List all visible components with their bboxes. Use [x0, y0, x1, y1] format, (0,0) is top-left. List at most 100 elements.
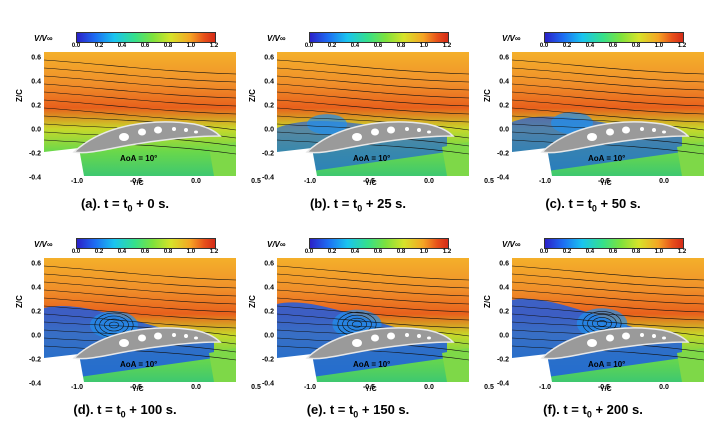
y-tick: 0.6	[31, 260, 41, 268]
airfoil	[540, 121, 690, 154]
y-tick: 0.4	[264, 284, 274, 292]
colorbar-tick: 0.8	[163, 43, 173, 49]
x-tick: -1.0	[70, 178, 84, 185]
caption-suffix: + 0 s.	[132, 196, 170, 211]
airfoil-cutout	[119, 133, 129, 141]
streamline	[277, 67, 469, 83]
streamline	[512, 75, 704, 91]
colorbar-tick: 1.0	[419, 249, 429, 255]
airfoil-cutout	[662, 130, 666, 134]
airfoil	[305, 121, 455, 154]
y-tick: -0.4	[496, 380, 509, 388]
x-tick: 0.0	[191, 384, 201, 391]
airfoil-cutout	[119, 339, 129, 347]
blank-region	[277, 354, 317, 382]
airfoil	[305, 327, 455, 360]
x-axis-label: Y/C	[365, 180, 377, 187]
y-tick: -0.2	[496, 356, 509, 364]
blank-region	[44, 148, 84, 176]
airfoil-cutout	[184, 334, 188, 338]
colorbar-tick: 0.2	[94, 43, 104, 49]
panel-caption: (c). t = t0 + 50 s.	[480, 196, 706, 214]
streamline	[512, 305, 704, 321]
streamline	[512, 83, 704, 99]
streamline	[512, 99, 704, 115]
airfoil-cutout	[427, 130, 431, 134]
blank-region	[512, 148, 552, 176]
streamline	[277, 75, 469, 91]
x-axis-label: Y/C	[365, 386, 377, 393]
streamline	[512, 59, 704, 75]
airfoil-cutout	[587, 133, 597, 141]
airfoil-cutout	[154, 126, 162, 134]
vortex-streamline	[108, 321, 120, 329]
y-tick: 0.2	[499, 102, 509, 110]
airfoil-cutout	[172, 127, 176, 131]
flow-panel-4: V/V∞ 0.0 0.2 0.4 0.6 0.8 1.0 1.2 Z/C 0.6 0.4 0.2…	[12, 236, 261, 424]
y-axis-label: Z/C	[248, 89, 257, 102]
colorbar-tick: 1.2	[442, 249, 452, 255]
colorbar-tick: 0.0	[71, 43, 81, 49]
y-tick: 0.6	[499, 260, 509, 268]
x-tick: -0.5	[129, 384, 143, 391]
airfoil-cutout	[352, 133, 362, 141]
vortex-streamline	[592, 317, 612, 330]
colorbar-tick: 0.6	[608, 43, 618, 49]
colorbar-tick: 0.0	[304, 249, 314, 255]
y-tick: -0.2	[28, 356, 41, 364]
streamline	[277, 273, 469, 289]
colorbar-tick: 0.8	[396, 249, 406, 255]
x-tick: -0.5	[129, 178, 143, 185]
caption-suffix: + 200 s.	[591, 402, 643, 417]
streamline	[277, 91, 469, 107]
airfoil-cutout	[640, 333, 644, 337]
aoa-annotation: AoA = 10°	[120, 360, 158, 369]
colorbar-tick: 0.4	[117, 43, 127, 49]
colorbar-tick: 0.6	[140, 249, 150, 255]
colorbar-tick: 1.0	[654, 43, 664, 49]
airfoil-cutout	[427, 336, 431, 340]
y-axis-label: Z/C	[483, 295, 492, 308]
airfoil-cutout	[587, 339, 597, 347]
lower-right-field	[677, 348, 704, 382]
y-tick: 0.2	[264, 102, 274, 110]
y-axis-label: Z/C	[248, 295, 257, 308]
airfoil-cutout	[154, 332, 162, 340]
airfoil-cutout	[405, 333, 409, 337]
x-tick: -0.5	[362, 384, 376, 391]
streamline	[277, 107, 469, 123]
streamline	[44, 107, 236, 123]
lower-right-field	[209, 348, 236, 382]
y-tick: 0.2	[264, 308, 274, 316]
y-tick: 0.2	[499, 308, 509, 316]
aoa-annotation: AoA = 10°	[588, 360, 626, 369]
flow-panel-3: V/V∞ 0.0 0.2 0.4 0.6 0.8 1.0 1.2 Z/C 0.6 0.4 0.2…	[480, 30, 706, 218]
y-tick: 0.4	[31, 284, 41, 292]
airfoil-cutout	[371, 334, 379, 342]
streamline	[512, 273, 704, 289]
colorbar-tick: 0.6	[608, 249, 618, 255]
colorbar-title: V/V∞	[34, 34, 53, 43]
streamline	[44, 305, 236, 321]
streamline	[512, 107, 704, 123]
x-tick: 0.0	[191, 178, 201, 185]
airfoil	[72, 121, 222, 154]
colorbar-tick: 0.2	[327, 43, 337, 49]
streamline	[44, 289, 236, 305]
caption-prefix: (f). t = t	[543, 402, 587, 417]
streamline	[277, 305, 469, 321]
x-tick: 0.0	[659, 178, 669, 185]
colorbar-tick: 0.0	[539, 249, 549, 255]
airfoil-cutout	[405, 127, 409, 131]
streamline	[44, 297, 236, 313]
colorbar	[544, 238, 684, 249]
airfoil-cutout	[172, 333, 176, 337]
caption-suffix: + 100 s.	[125, 402, 177, 417]
x-tick: 0.5	[484, 178, 494, 185]
y-tick: -0.4	[496, 174, 509, 182]
airfoil-cutout	[417, 334, 421, 338]
streamline	[512, 297, 704, 313]
colorbar-tick: 0.2	[94, 249, 104, 255]
colorbar-tick: 0.6	[373, 249, 383, 255]
airfoil-cutout	[622, 126, 630, 134]
